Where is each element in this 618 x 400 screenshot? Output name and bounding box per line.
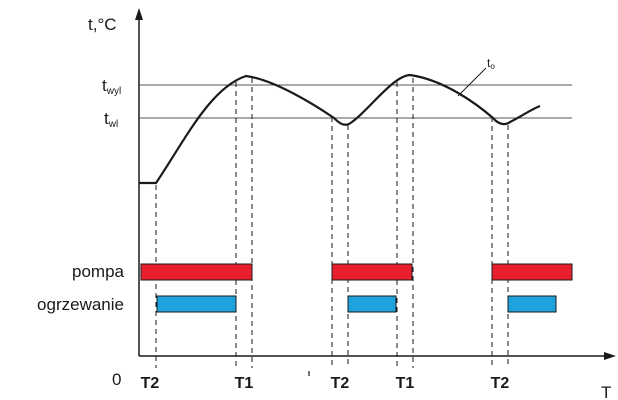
heating-bar — [156, 295, 237, 313]
curve-label-leader — [457, 67, 487, 97]
twl-label: twl — [104, 109, 118, 130]
x-axis-label: T — [601, 383, 611, 400]
y-axis-arrow — [135, 8, 143, 20]
curve-label: to — [487, 56, 495, 71]
time-marker-label: T2 — [141, 375, 160, 392]
pump-bar — [140, 263, 253, 281]
origin-label: 0 — [112, 370, 121, 389]
heating-bars — [156, 295, 557, 313]
twyl-label: twyl — [102, 76, 121, 97]
heating-bar — [347, 295, 397, 313]
pump-row-label: pompa — [72, 262, 125, 281]
heating-row-label: ogrzewanie — [37, 295, 124, 314]
time-marker-label: T2 — [491, 375, 510, 392]
time-marker-lines — [155, 78, 509, 368]
pump-bar — [331, 263, 413, 281]
y-axis-label: t,°C — [88, 15, 117, 34]
pump-bar — [491, 263, 573, 281]
temperature-curve — [139, 73, 541, 185]
heating-bar — [507, 295, 557, 313]
x-axis-arrow — [604, 352, 616, 360]
time-marker-label: T1 — [396, 375, 415, 392]
time-marker-label: T1 — [235, 375, 254, 392]
pump-bars — [140, 263, 573, 281]
time-marker-label: T2 — [331, 375, 350, 392]
